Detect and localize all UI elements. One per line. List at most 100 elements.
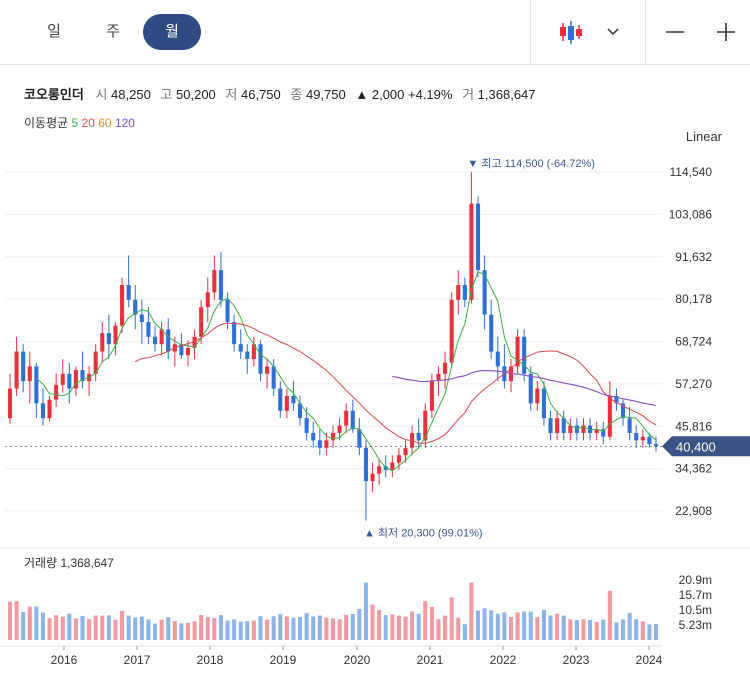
volume-bar	[7, 601, 13, 640]
candle-body	[271, 366, 276, 389]
volume-bar	[60, 616, 65, 640]
zoom-in-button[interactable]	[706, 0, 746, 64]
candle-body	[403, 447, 408, 456]
volume-bar	[561, 615, 566, 640]
volume-tick-label: 10.5m	[679, 603, 712, 617]
volume-bar	[429, 606, 434, 640]
volume-bar	[192, 621, 197, 640]
candle-body	[614, 395, 619, 404]
candle-body	[535, 388, 540, 404]
volume-bar	[416, 613, 421, 640]
candle-body	[73, 370, 78, 389]
volume-bar	[568, 619, 573, 640]
toolbar: 일 주 월	[0, 0, 750, 65]
candle-body	[106, 333, 111, 345]
volume-bar	[218, 615, 223, 640]
volume-bar	[93, 615, 98, 640]
candle-body	[607, 395, 612, 437]
volume-bar	[146, 619, 151, 640]
candle-body	[67, 373, 72, 389]
candle-body	[265, 366, 270, 374]
candle-body	[291, 395, 296, 404]
volume-bar	[456, 617, 461, 640]
y-tick-label: 34,362	[675, 462, 712, 476]
ma-120: 120	[114, 116, 135, 130]
volume-bar	[337, 619, 342, 640]
chevron-down-icon	[607, 28, 619, 36]
volume-bar	[120, 610, 125, 640]
candle-body	[588, 425, 593, 433]
candle-body	[429, 381, 434, 411]
scale-toggle[interactable]: Linear	[685, 129, 722, 144]
candle-body	[146, 321, 151, 337]
candle-body	[456, 284, 461, 300]
volume-bar	[166, 617, 171, 640]
x-tick-label: 2022	[490, 653, 517, 667]
candle-body	[139, 314, 144, 322]
volume-bar	[265, 619, 270, 640]
volume-bar	[581, 619, 586, 640]
volume-bar	[126, 615, 131, 640]
volume-bar	[449, 597, 454, 640]
y-tick-label: 80,178	[675, 292, 712, 306]
candle-body	[620, 403, 626, 419]
candle-body	[561, 418, 566, 433]
tab-daily[interactable]: 일	[47, 23, 61, 40]
tab-weekly[interactable]: 주	[106, 23, 120, 40]
candle-body	[449, 299, 454, 363]
candle-body	[100, 333, 105, 352]
candle-body	[396, 455, 401, 463]
volume-bar	[152, 623, 158, 640]
candle-body	[238, 344, 243, 352]
volume-bar	[647, 624, 652, 640]
candle-body	[126, 284, 131, 300]
volume-bar	[350, 613, 355, 640]
candle-body	[462, 284, 467, 300]
volume-bar	[330, 618, 336, 640]
current-price-label: 40,400	[676, 439, 716, 454]
candle-body	[54, 384, 59, 400]
volume-bar	[14, 601, 19, 640]
volume-bar	[627, 613, 632, 640]
volume-bar	[258, 616, 263, 640]
ma-label: 이동평균	[24, 116, 69, 130]
volume-bar	[502, 612, 507, 640]
stock-name: 코오롱인더	[24, 87, 84, 102]
volume-bar	[462, 624, 467, 640]
y-tick-label: 22,908	[675, 504, 712, 518]
candle-body	[344, 410, 349, 426]
volume-bar	[297, 617, 303, 640]
volume-tick-label: 15.7m	[679, 588, 712, 602]
candle-body	[311, 432, 316, 441]
volume-bar	[73, 618, 78, 640]
candle-body	[555, 418, 560, 433]
ma-60: 60	[98, 116, 112, 130]
candle-body	[258, 344, 263, 374]
candle-body	[377, 466, 382, 474]
volume-bar	[225, 620, 230, 640]
current-price-badge	[662, 436, 750, 457]
divider	[530, 0, 531, 64]
candle-body	[515, 336, 520, 367]
volume-bar	[159, 619, 164, 640]
volume-bar	[232, 619, 237, 640]
candle-body	[416, 432, 421, 441]
volume-bar	[469, 582, 474, 640]
chart-type-button[interactable]	[545, 0, 595, 64]
volume-bar	[541, 609, 546, 640]
candle-body	[159, 329, 164, 345]
candle-body	[166, 329, 171, 352]
volume-bar	[535, 617, 540, 640]
ma-5: 5	[71, 116, 79, 130]
tab-monthly[interactable]: 월	[143, 14, 201, 50]
candle-body	[93, 351, 98, 374]
candle-body	[225, 299, 230, 322]
chart-type-dropdown[interactable]	[598, 0, 628, 64]
min-annotation: ▲ 최저 20,300 (99.01%)	[364, 527, 483, 540]
y-tick-label: 45,816	[675, 419, 712, 433]
volume-bar	[284, 616, 289, 640]
candle-body	[152, 336, 158, 345]
zoom-out-button[interactable]	[655, 0, 695, 64]
volume-bar	[390, 614, 395, 640]
